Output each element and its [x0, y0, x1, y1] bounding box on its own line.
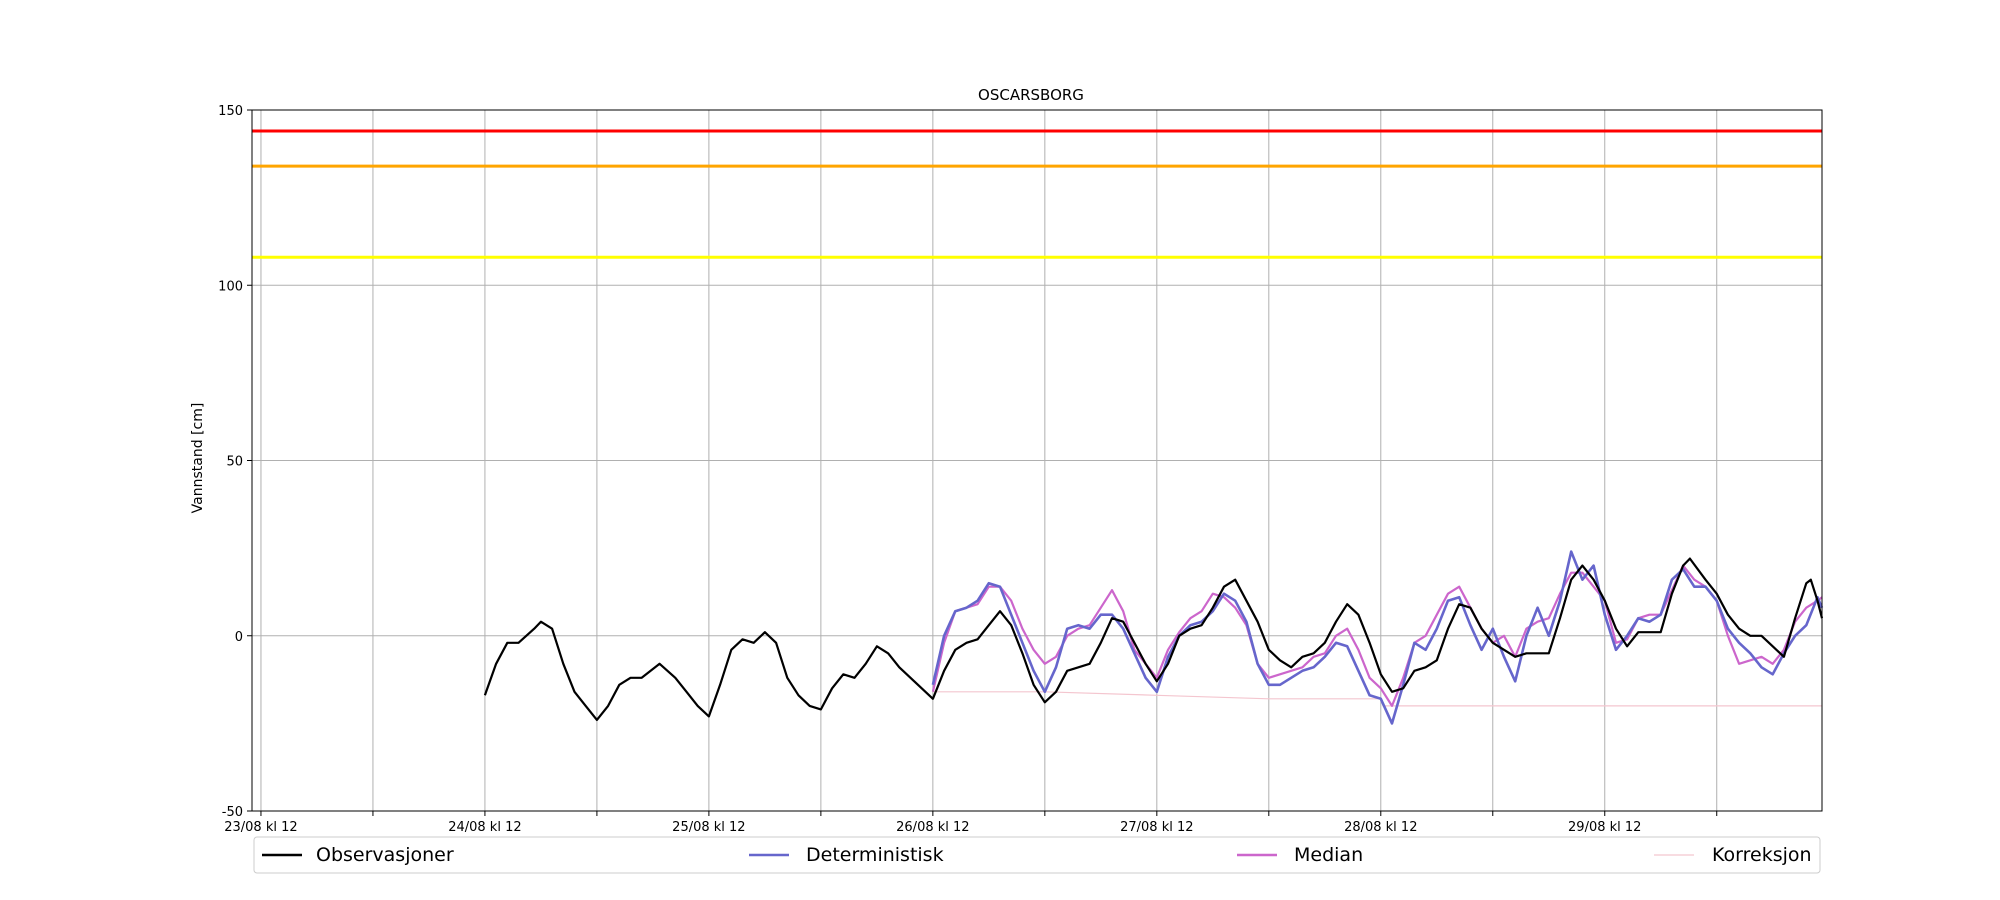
- legend-label: Deterministisk: [806, 844, 944, 866]
- legend-label: Median: [1294, 844, 1363, 866]
- x-tick-label: 28/08 kl 12: [1344, 820, 1417, 835]
- series-lines: [483, 550, 1824, 725]
- x-tick-label: 25/08 kl 12: [672, 820, 745, 835]
- legend-label: Observasjoner: [316, 844, 454, 866]
- legend-box: [253, 836, 1821, 874]
- y-tick-label: 50: [226, 455, 243, 470]
- axes: 23/08 kl 12 24/08 kl 12 25/08 kl 12 26/08 k…: [218, 104, 1823, 835]
- y-tick-label: 0: [235, 630, 243, 645]
- y-tick-label: 100: [218, 279, 243, 294]
- threshold-lines: [252, 129, 1822, 259]
- x-tick-label: 27/08 kl 12: [1120, 820, 1193, 835]
- y-tick-label: 150: [218, 104, 243, 119]
- legend: Observasjoner Deterministisk Median Korreks…: [253, 836, 1821, 874]
- x-tick-label: 23/08 kl 12: [224, 820, 297, 835]
- x-tick-label: 29/08 kl 12: [1568, 820, 1641, 835]
- legend-label: Korreksjon: [1712, 844, 1812, 866]
- x-tick-label: 26/08 kl 12: [896, 820, 969, 835]
- plot-area-frame: [251, 109, 1823, 812]
- chart-title: OSCARSBORG: [978, 86, 1084, 104]
- x-tick-label: 24/08 kl 12: [448, 820, 521, 835]
- series-line-observasjoner: [483, 557, 1824, 721]
- y-tick-label: -50: [222, 805, 243, 820]
- y-axis-label: Vannstand [cm]: [190, 403, 206, 514]
